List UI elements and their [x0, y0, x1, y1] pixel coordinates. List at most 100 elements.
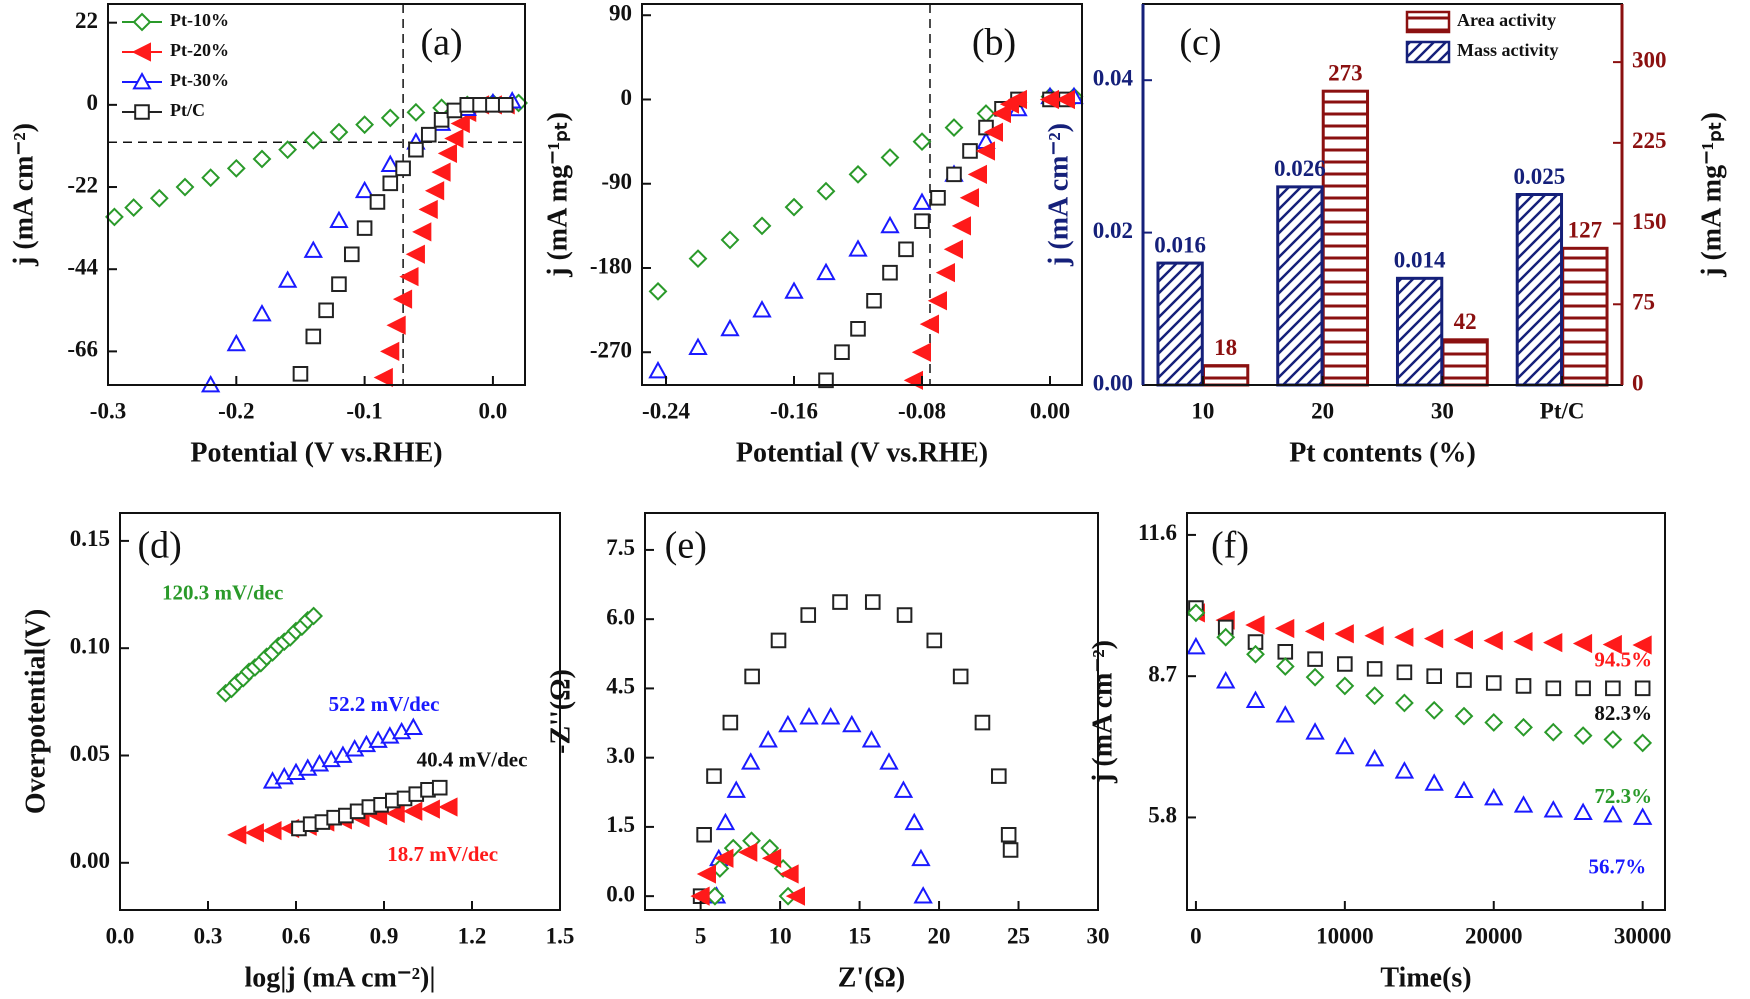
marker — [1484, 787, 1504, 806]
marker — [935, 263, 955, 283]
marker — [904, 812, 924, 831]
marker — [1365, 686, 1385, 706]
marker — [485, 97, 501, 113]
marker — [385, 803, 405, 824]
legend-marker — [132, 71, 152, 90]
marker — [1573, 802, 1593, 820]
marker — [408, 786, 425, 802]
marker — [1515, 678, 1532, 694]
marker — [262, 820, 282, 841]
marker — [946, 166, 962, 183]
x-tick-label: -0.3 — [90, 398, 126, 423]
marker — [738, 842, 758, 862]
marker — [1575, 680, 1591, 697]
x-tick-label: 0.0 — [106, 923, 135, 948]
marker — [944, 118, 964, 137]
legend-label: Pt/C — [170, 100, 205, 120]
y-tick-label: -22 — [67, 172, 98, 197]
marker — [1245, 615, 1265, 635]
marker — [1545, 680, 1562, 697]
marker — [752, 216, 772, 236]
x-tick-label: 25 — [1007, 923, 1030, 948]
marker — [380, 108, 400, 128]
marker — [1453, 630, 1473, 650]
plot-frame — [644, 512, 1099, 911]
marker — [355, 115, 375, 135]
x-tick-label: -0.24 — [642, 398, 690, 423]
marker — [912, 132, 932, 152]
value-label: 42 — [1454, 309, 1477, 334]
y2-axis-label: j (mA mg⁻¹ₚₜ) — [1696, 112, 1727, 278]
y-tick-label: 0.10 — [70, 633, 110, 658]
x-tick-label: 30 — [1431, 398, 1454, 423]
marker — [706, 768, 722, 784]
marker — [1485, 675, 1502, 691]
marker — [919, 314, 939, 334]
marker — [459, 97, 476, 113]
marker — [329, 122, 349, 142]
marker — [688, 337, 708, 355]
marker — [304, 606, 324, 626]
y-axis-label: j (mA cm⁻²) — [1043, 123, 1074, 267]
legend-swatch — [1405, 10, 1451, 34]
marker — [314, 814, 331, 830]
bar — [1515, 193, 1564, 387]
marker — [648, 281, 668, 301]
x-axis-label: Pt contents (%) — [1289, 437, 1476, 468]
marker — [338, 807, 354, 824]
marker — [403, 801, 423, 821]
marker — [1304, 621, 1325, 641]
bar — [1321, 89, 1370, 387]
panel-label: (a) — [421, 22, 463, 64]
legend-label: Pt-20% — [170, 40, 229, 60]
marker — [1605, 680, 1621, 697]
marker — [420, 782, 436, 798]
marker — [1603, 804, 1623, 823]
marker — [1366, 661, 1383, 677]
marker — [1246, 644, 1265, 664]
annotation: 82.3% — [1594, 701, 1652, 725]
marker — [959, 188, 979, 208]
marker — [911, 848, 931, 867]
marker — [779, 864, 799, 884]
marker — [952, 668, 969, 685]
marker — [1424, 700, 1444, 720]
y-tick-label: 0 — [87, 90, 99, 115]
value-label: 273 — [1328, 60, 1363, 85]
plot-frame — [1186, 512, 1666, 911]
marker — [1513, 631, 1533, 652]
x-tick-label: 30 — [1087, 923, 1110, 948]
value-label: 0.014 — [1394, 248, 1446, 273]
marker — [720, 230, 740, 250]
marker — [866, 292, 882, 309]
x-tick-label: 1.2 — [458, 923, 487, 948]
marker — [974, 714, 991, 731]
y-tick-label: 150 — [1632, 209, 1667, 234]
panel-label: (f) — [1211, 524, 1249, 566]
marker — [373, 797, 389, 813]
x-tick-label: -0.1 — [346, 398, 382, 423]
y-tick-label: -90 — [601, 169, 632, 194]
marker — [818, 372, 834, 389]
marker — [912, 192, 932, 210]
x-axis-label: Z'(Ω) — [838, 962, 906, 993]
marker — [744, 668, 760, 685]
marker — [303, 240, 323, 258]
marker — [696, 864, 716, 884]
y-axis-label: -Z''(Ω) — [545, 669, 576, 754]
marker — [105, 207, 124, 227]
marker — [403, 717, 424, 735]
bar — [1561, 246, 1609, 387]
x-tick-label: 1.5 — [546, 923, 575, 948]
marker — [896, 607, 913, 623]
x-tick-label: 0.00 — [1030, 398, 1070, 423]
marker — [277, 270, 298, 288]
legend-label: Pt-10% — [170, 10, 229, 30]
value-label: 0.025 — [1513, 164, 1565, 189]
marker — [361, 799, 378, 815]
marker — [1245, 690, 1266, 708]
marker — [201, 168, 221, 188]
x-axis-label: Potential (V vs.RHE) — [190, 437, 442, 468]
marker — [715, 812, 736, 831]
